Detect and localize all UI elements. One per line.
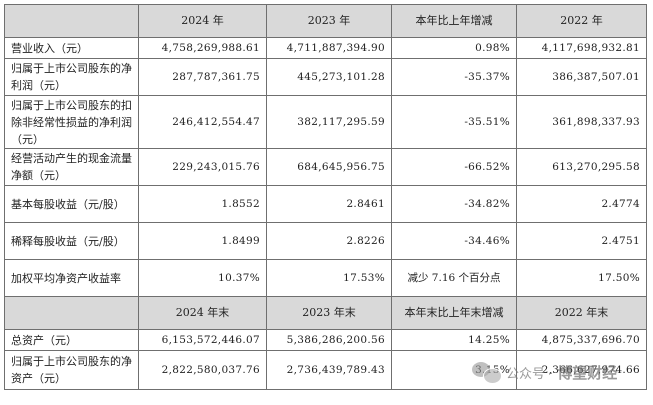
watermark-name: 博望财经 bbox=[557, 363, 618, 382]
header-2023: 2023 年 bbox=[266, 4, 392, 38]
value-2022: 386,387,507.01 bbox=[516, 58, 647, 96]
header-blank-cell bbox=[4, 296, 139, 330]
header-row-year-end: 2024 年末 2023 年末 本年末比上年末增减 2022 年末 bbox=[4, 296, 647, 330]
row-label: 经营活动产生的现金流量净额（元） bbox=[4, 148, 139, 186]
header-2022: 2022 年 bbox=[516, 4, 647, 38]
value-2024: 6,153,572,446.07 bbox=[138, 329, 267, 351]
table-row: 归属于上市公司股东的净利润（元） 287,787,361.75 445,273,… bbox=[4, 58, 647, 96]
value-2024: 1.8552 bbox=[138, 185, 267, 223]
table-row: 经营活动产生的现金流量净额（元） 229,243,015.76 684,645,… bbox=[4, 148, 647, 186]
header-change-end: 本年末比上年末增减 bbox=[391, 296, 517, 330]
row-label: 稀释每股收益（元/股） bbox=[4, 222, 139, 260]
value-2023: 2.8226 bbox=[266, 222, 392, 260]
table-row: 总资产（元） 6,153,572,446.07 5,386,286,200.56… bbox=[4, 329, 647, 351]
watermark-prefix: 公众号 · bbox=[506, 366, 554, 382]
value-2023: 2,736,439,789.43 bbox=[266, 350, 392, 390]
row-label: 归属于上市公司股东的净利润（元） bbox=[4, 58, 139, 96]
header-2024-end: 2024 年末 bbox=[138, 296, 267, 330]
watermark: 公众号 · 博望财经 bbox=[472, 360, 617, 384]
value-2024: 229,243,015.76 bbox=[138, 148, 267, 186]
value-2024: 246,412,554.47 bbox=[138, 95, 267, 149]
row-label: 归属于上市公司股东的净资产（元） bbox=[4, 350, 139, 390]
value-change: 14.25% bbox=[391, 329, 517, 351]
header-row-years: 2024 年 2023 年 本年比上年增减 2022 年 bbox=[4, 4, 647, 38]
table-row: 归属于上市公司股东的净资产（元） 2,822,580,037.76 2,736,… bbox=[4, 350, 647, 390]
value-2022: 4,875,337,696.70 bbox=[516, 329, 647, 351]
value-change: -34.82% bbox=[391, 185, 517, 223]
value-2024: 287,787,361.75 bbox=[138, 58, 267, 96]
value-2023: 2.8461 bbox=[266, 185, 392, 223]
value-change: -34.46% bbox=[391, 222, 517, 260]
value-2023: 4,711,887,394.90 bbox=[266, 37, 392, 59]
row-label: 营业收入（元） bbox=[4, 37, 139, 59]
value-2023: 445,273,101.28 bbox=[266, 58, 392, 96]
value-2024: 10.37% bbox=[138, 259, 267, 297]
value-2023: 5,386,286,200.56 bbox=[266, 329, 392, 351]
value-2022: 2.4751 bbox=[516, 222, 647, 260]
table-row: 加权平均净资产收益率 10.37% 17.53% 减少 7.16 个百分点 17… bbox=[4, 259, 647, 297]
key-financial-data-table: 2024 年 2023 年 本年比上年增减 2022 年 营业收入（元） 4,7… bbox=[4, 4, 647, 390]
financial-table-container: 2024 年 2023 年 本年比上年增减 2022 年 营业收入（元） 4,7… bbox=[4, 4, 647, 390]
value-2023: 684,645,956.75 bbox=[266, 148, 392, 186]
wechat-icon bbox=[472, 360, 502, 384]
value-2022: 17.50% bbox=[516, 259, 647, 297]
table-row: 归属于上市公司股东的扣除非经常性损益的净利润（元） 246,412,554.47… bbox=[4, 95, 647, 149]
header-2022-end: 2022 年末 bbox=[516, 296, 647, 330]
header-blank-cell bbox=[4, 4, 139, 38]
value-change: -35.51% bbox=[391, 95, 517, 149]
row-label: 归属于上市公司股东的扣除非经常性损益的净利润（元） bbox=[4, 95, 139, 149]
value-change: 减少 7.16 个百分点 bbox=[391, 259, 517, 297]
value-change: -35.37% bbox=[391, 58, 517, 96]
table-row: 营业收入（元） 4,758,269,988.61 4,711,887,394.9… bbox=[4, 37, 647, 59]
header-2024: 2024 年 bbox=[138, 4, 267, 38]
value-2022: 613,270,295.58 bbox=[516, 148, 647, 186]
table-row: 基本每股收益（元/股） 1.8552 2.8461 -34.82% 2.4774 bbox=[4, 185, 647, 223]
value-2024: 1.8499 bbox=[138, 222, 267, 260]
header-2023-end: 2023 年末 bbox=[266, 296, 392, 330]
value-2022: 361,898,337.93 bbox=[516, 95, 647, 149]
value-2022: 2.4774 bbox=[516, 185, 647, 223]
value-change: 0.98% bbox=[391, 37, 517, 59]
value-2022: 2,366,627,974.66 bbox=[516, 350, 647, 390]
row-label: 基本每股收益（元/股） bbox=[4, 185, 139, 223]
value-change: -66.52% bbox=[391, 148, 517, 186]
table-row: 稀释每股收益（元/股） 1.8499 2.8226 -34.46% 2.4751 bbox=[4, 222, 647, 260]
value-2023: 17.53% bbox=[266, 259, 392, 297]
value-2023: 382,117,295.59 bbox=[266, 95, 392, 149]
value-2024: 4,758,269,988.61 bbox=[138, 37, 267, 59]
header-change: 本年比上年增减 bbox=[391, 4, 517, 38]
row-label: 加权平均净资产收益率 bbox=[4, 259, 139, 297]
value-2022: 4,117,698,932.81 bbox=[516, 37, 647, 59]
row-label: 总资产（元） bbox=[4, 329, 139, 351]
value-2024: 2,822,580,037.76 bbox=[138, 350, 267, 390]
